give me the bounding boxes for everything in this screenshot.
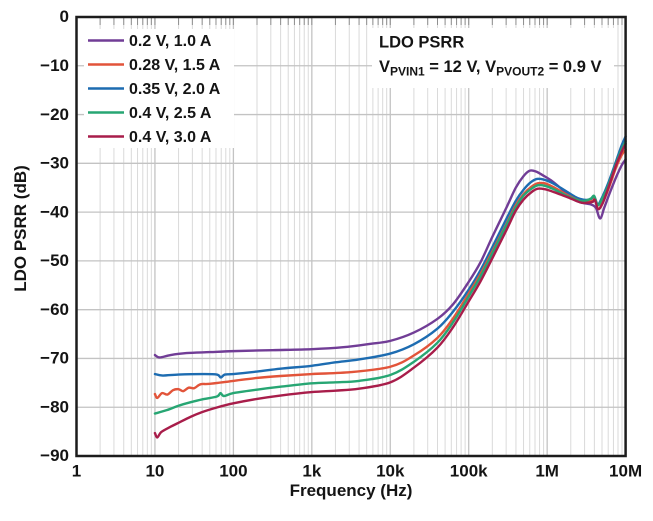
svg-text:LDO PSRR: LDO PSRR <box>379 34 464 52</box>
svg-text:−80: −80 <box>40 397 69 416</box>
svg-text:10k: 10k <box>376 462 405 481</box>
svg-text:10: 10 <box>145 462 164 481</box>
svg-text:−30: −30 <box>40 154 69 173</box>
svg-text:−70: −70 <box>40 349 69 368</box>
svg-text:100: 100 <box>219 462 247 481</box>
svg-text:0.35 V, 2.0 A: 0.35 V, 2.0 A <box>129 81 221 98</box>
svg-text:−20: −20 <box>40 105 69 124</box>
svg-text:VPVIN1 = 12 V, VPVOUT2 = 0.9 V: VPVIN1 = 12 V, VPVOUT2 = 0.9 V <box>379 58 601 79</box>
svg-text:1k: 1k <box>302 462 321 481</box>
svg-text:−10: −10 <box>40 56 69 75</box>
svg-text:100k: 100k <box>450 462 488 481</box>
svg-text:0.4 V, 2.5 A: 0.4 V, 2.5 A <box>129 105 212 122</box>
svg-text:Frequency (Hz): Frequency (Hz) <box>290 481 413 500</box>
svg-text:−40: −40 <box>40 202 69 221</box>
svg-text:1: 1 <box>72 462 81 481</box>
svg-text:−60: −60 <box>40 300 69 319</box>
svg-text:−50: −50 <box>40 251 69 270</box>
svg-text:1M: 1M <box>535 462 559 481</box>
svg-text:0.2 V, 1.0 A: 0.2 V, 1.0 A <box>129 33 212 50</box>
svg-text:10M: 10M <box>609 462 642 481</box>
svg-text:LDO PSRR (dB): LDO PSRR (dB) <box>11 165 30 292</box>
svg-text:0.28 V, 1.5 A: 0.28 V, 1.5 A <box>129 57 221 74</box>
svg-text:0.4 V, 3.0 A: 0.4 V, 3.0 A <box>129 129 212 146</box>
svg-text:0: 0 <box>60 7 69 26</box>
svg-text:−90: −90 <box>40 446 69 465</box>
